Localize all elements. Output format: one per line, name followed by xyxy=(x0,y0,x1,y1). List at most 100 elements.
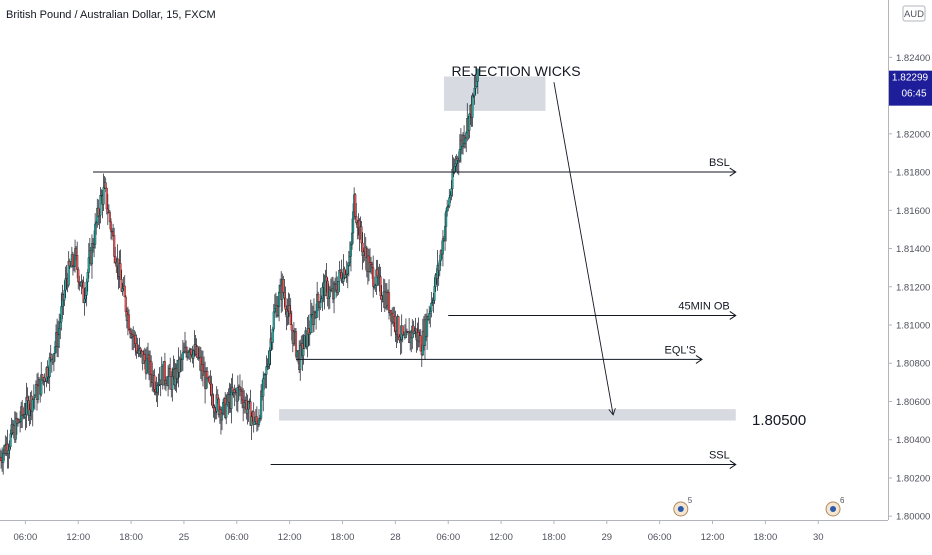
candle xyxy=(9,429,12,450)
candle-body xyxy=(83,298,86,303)
candle-body xyxy=(327,296,330,299)
candle-body xyxy=(106,208,109,213)
candle xyxy=(441,229,444,267)
candle-body xyxy=(378,274,381,277)
event-count: 6 xyxy=(840,496,845,505)
candle-body xyxy=(28,409,31,416)
candle xyxy=(401,325,404,343)
candle-body xyxy=(344,274,347,278)
candle xyxy=(317,291,320,312)
event-marker: 5 xyxy=(673,496,693,517)
candle-body xyxy=(348,256,351,263)
level-arrowhead xyxy=(729,167,737,177)
candles xyxy=(0,68,479,475)
candle xyxy=(78,275,81,291)
candle xyxy=(397,315,400,341)
candle-body xyxy=(283,292,286,299)
candle-body xyxy=(238,386,242,391)
candle-body xyxy=(374,285,377,288)
candle-body xyxy=(164,380,168,385)
candle-body xyxy=(465,132,468,139)
candle-body xyxy=(309,314,312,334)
last-price-label: 1.82299 06:45 xyxy=(889,70,932,106)
candle xyxy=(355,202,358,225)
candle-body xyxy=(444,226,447,241)
candle xyxy=(247,400,250,422)
candle-body xyxy=(257,418,261,425)
candle-body xyxy=(121,288,124,292)
candle-body xyxy=(40,374,43,395)
candle-body xyxy=(63,290,66,301)
candle-body xyxy=(450,188,453,196)
candle-body xyxy=(37,385,40,400)
candle-body xyxy=(32,397,35,400)
candle-body xyxy=(104,182,107,189)
candle-body xyxy=(216,394,219,400)
time-tick-label: 06:00 xyxy=(225,532,249,543)
candle-body xyxy=(255,416,258,424)
candle-body xyxy=(113,235,116,257)
candle-body xyxy=(102,187,105,205)
candle-body xyxy=(220,412,224,421)
candle xyxy=(294,328,298,359)
candle xyxy=(67,251,70,288)
candle-body xyxy=(95,222,98,225)
time-axis-ticks[interactable]: 06:00 12:00 18:00 25 06:00 12:00 18:00 28 06:00 1… xyxy=(13,520,824,543)
candle xyxy=(319,287,322,311)
candle-body xyxy=(413,330,416,334)
candle-body xyxy=(339,270,342,273)
candle-body xyxy=(474,86,477,89)
candle-body xyxy=(397,316,400,338)
candle-body xyxy=(292,331,295,344)
candle-body xyxy=(169,368,172,377)
candle xyxy=(225,394,228,425)
candle-body xyxy=(429,310,432,314)
candle-body xyxy=(448,197,451,207)
candle xyxy=(426,308,429,350)
level-label: 45MIN OB xyxy=(678,300,729,312)
candle-body xyxy=(299,345,302,370)
candle-body xyxy=(350,232,354,245)
candle-body xyxy=(85,281,88,296)
candle xyxy=(37,372,40,404)
candle-body xyxy=(260,390,263,419)
currency-label: AUD xyxy=(904,9,924,20)
candle-body xyxy=(187,352,190,358)
target-level-annotation: 1.80500 xyxy=(752,412,806,429)
candle xyxy=(90,234,94,279)
candle-body xyxy=(190,349,193,356)
candle-body xyxy=(361,242,364,256)
event-icon-dot xyxy=(677,506,684,512)
candle-body xyxy=(387,292,391,314)
currency-badge[interactable]: AUD xyxy=(902,5,926,22)
candle-body xyxy=(475,81,478,87)
candle-body xyxy=(154,389,157,392)
candle xyxy=(139,346,142,358)
price-tick-label: 1.82400 xyxy=(896,53,930,64)
time-tick-label: 30 xyxy=(813,532,824,543)
candle-body xyxy=(43,377,46,382)
candle-body xyxy=(253,421,256,425)
candle-body xyxy=(210,383,213,396)
candle-body xyxy=(185,346,188,353)
candle-body xyxy=(426,316,429,337)
candle-body xyxy=(124,296,127,312)
level-label: EQL'S xyxy=(664,344,695,356)
candle-body xyxy=(50,354,53,360)
candle-body xyxy=(26,396,29,401)
candle-body xyxy=(52,353,55,363)
time-tick-label: 06:00 xyxy=(436,532,460,543)
candle-body xyxy=(81,281,84,283)
candle-body xyxy=(8,446,11,451)
candle-body xyxy=(123,285,126,298)
candle-body xyxy=(94,223,97,245)
event-marker: 6 xyxy=(825,496,845,517)
candle-body xyxy=(128,329,132,334)
price-tick-label: 1.80600 xyxy=(896,397,930,408)
candle-body xyxy=(272,311,275,330)
candle xyxy=(48,352,51,392)
candle-body xyxy=(181,352,184,360)
